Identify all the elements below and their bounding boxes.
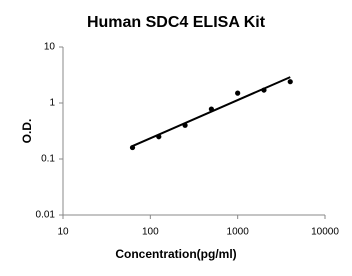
x-tick-label: 10000 <box>311 227 339 238</box>
fit-line <box>132 76 291 148</box>
x-axis-title: Concentration(pg/ml) <box>115 247 236 261</box>
x-tick-label: 10 <box>57 227 69 238</box>
y-axis-title: O.D. <box>20 119 34 144</box>
chart-title: Human SDC4 ELISA Kit <box>87 14 266 31</box>
data-point <box>235 90 241 96</box>
y-tick-label: 0.01 <box>36 210 56 221</box>
y-tick-label: 0.1 <box>41 154 55 165</box>
x-tick-label: 100 <box>142 227 159 238</box>
y-tick-label: 1 <box>49 98 55 109</box>
data-point <box>287 79 293 85</box>
y-tick-label: 10 <box>44 42 56 53</box>
x-tick-label: 1000 <box>227 227 250 238</box>
